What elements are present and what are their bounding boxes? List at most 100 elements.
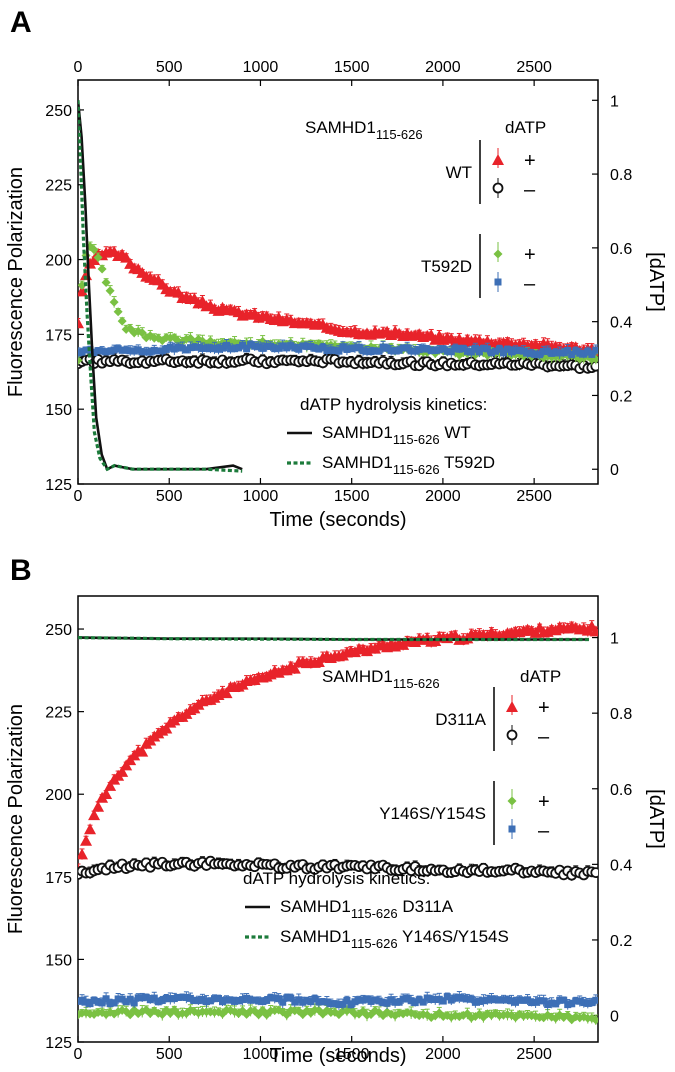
top-tick-label: 2000 (425, 59, 461, 76)
data-point (487, 995, 495, 1003)
data-point (347, 345, 355, 353)
data-point (463, 995, 471, 1003)
kinetics-legend-entry-sub: 115-626 (351, 936, 398, 951)
data-point (483, 996, 491, 1004)
legend-header-protein-main: SAMHD1 (305, 118, 376, 137)
data-point (239, 996, 247, 1004)
data-point (295, 996, 303, 1004)
data-point (142, 348, 150, 356)
data-point (528, 350, 536, 358)
y-tick-label: 250 (45, 622, 72, 639)
y-tick-label: 200 (45, 253, 72, 270)
data-point (540, 347, 548, 355)
legend-marker (507, 796, 517, 806)
data-point (588, 350, 596, 358)
data-point (327, 1000, 335, 1008)
data-point (88, 809, 101, 821)
data-point (504, 345, 512, 353)
data-point (247, 996, 255, 1004)
data-point (592, 346, 598, 354)
data-point (255, 343, 263, 351)
data-point (243, 994, 251, 1002)
data-point (528, 999, 536, 1007)
data-point (78, 285, 89, 297)
data-point (335, 347, 343, 355)
y2-tick-label: 1 (610, 631, 619, 648)
data-point (403, 994, 411, 1002)
data-point (80, 834, 93, 846)
kinetics-legend-variant: WT (440, 423, 471, 442)
data-point (78, 996, 86, 1004)
data-point (391, 347, 399, 355)
data-point (516, 347, 524, 355)
data-point (121, 324, 131, 334)
data-point (243, 345, 251, 353)
data-point (202, 344, 210, 352)
data-point (459, 994, 467, 1002)
data-point (136, 745, 149, 757)
data-point (190, 997, 198, 1005)
data-point (299, 998, 307, 1006)
data-point (451, 994, 459, 1002)
legend-plus: + (538, 791, 550, 813)
top-tick-label: 0 (74, 59, 83, 76)
data-point (219, 344, 227, 352)
data-point (227, 996, 235, 1004)
data-point (588, 999, 596, 1007)
data-point (483, 345, 491, 353)
data-point (491, 347, 499, 355)
y-tick-label: 225 (45, 705, 72, 722)
y-axis-title: Fluorescence Polarization (5, 167, 27, 397)
y-tick-label: 200 (45, 787, 72, 804)
data-point (447, 996, 455, 1004)
x-tick-label: 1000 (243, 1046, 279, 1063)
kinetics-line (78, 636, 589, 642)
legend-minus: – (524, 179, 536, 201)
data-point (407, 347, 415, 355)
data-point (126, 995, 134, 1003)
kinetics-legend-entry-main: SAMHD1 (280, 927, 351, 946)
data-point (576, 349, 584, 357)
data-point (154, 998, 162, 1006)
data-point (109, 297, 119, 307)
data-point (540, 997, 548, 1005)
legend-group-label: WT (446, 163, 472, 182)
legend-marker (493, 249, 503, 259)
x-axis-title: Time (seconds) (269, 509, 406, 531)
data-point (568, 351, 576, 359)
data-point (291, 344, 299, 352)
data-point (589, 625, 598, 637)
data-point (104, 779, 117, 791)
data-point (113, 307, 123, 317)
panel-label: A (10, 6, 32, 39)
data-point (146, 348, 154, 356)
data-point (435, 346, 443, 354)
kinetics-legend-entry: SAMHD1115-626 T592D (322, 453, 495, 477)
data-point (158, 347, 166, 355)
data-point (315, 345, 323, 353)
x-tick-label: 2000 (425, 1046, 461, 1063)
data-point (303, 997, 311, 1005)
data-point (251, 342, 259, 350)
data-point (383, 999, 391, 1007)
data-point (219, 998, 227, 1006)
data-point (94, 998, 102, 1006)
data-point (427, 347, 435, 355)
legend-header-datp: dATP (505, 118, 546, 137)
data-point (114, 995, 122, 1003)
y2-tick-label: 0.8 (610, 706, 632, 723)
data-point (162, 994, 170, 1002)
data-point (423, 345, 431, 353)
data-point (507, 1010, 517, 1020)
data-point (463, 347, 471, 355)
data-point (190, 343, 198, 351)
data-point (590, 867, 598, 879)
data-point (455, 993, 463, 1001)
data-point (186, 994, 194, 1002)
data-point (138, 994, 146, 1002)
series-samhd1-115-626-t592d-kinetics (78, 100, 243, 473)
y2-axis-title: [dATP] (645, 789, 667, 849)
data-point (479, 344, 487, 352)
